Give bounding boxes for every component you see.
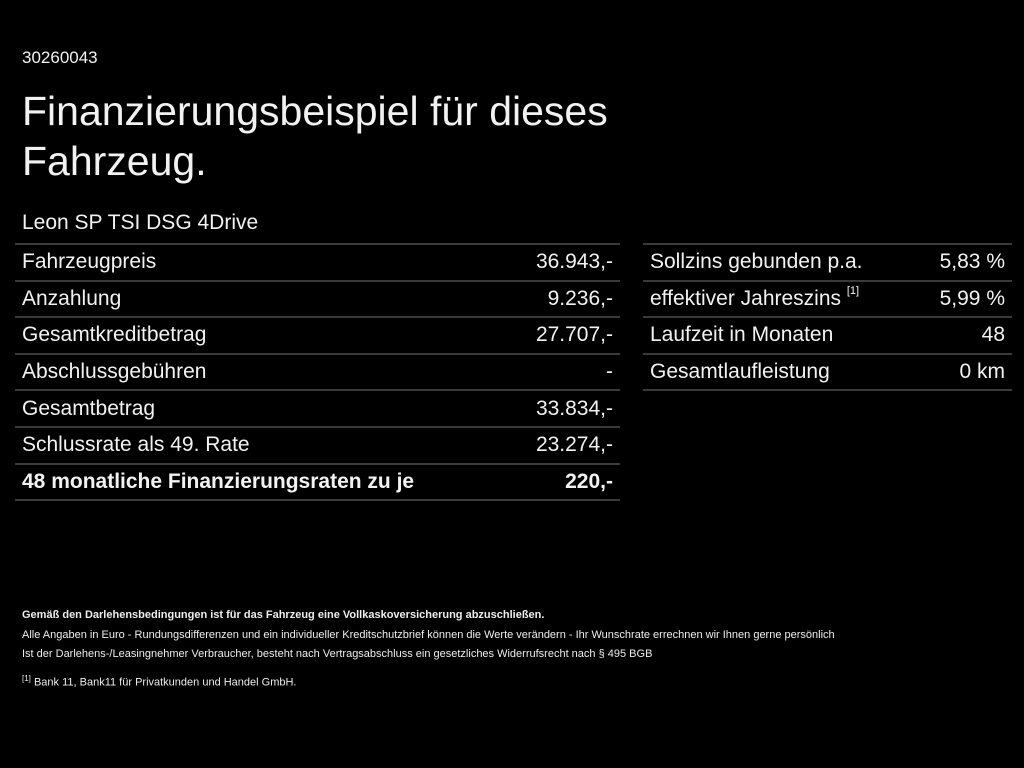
table-row: Anzahlung 9.236,- bbox=[15, 282, 620, 319]
row-value: 27.707,- bbox=[535, 323, 613, 347]
footnote-marker: [1] bbox=[22, 673, 31, 683]
row-value: 36.943,- bbox=[535, 250, 613, 274]
model-name: Leon SP TSI DSG 4Drive bbox=[22, 211, 259, 234]
interest-table: Sollzins gebunden p.a. 5,83 % effektiver … bbox=[643, 243, 1012, 392]
row-value: 5,83 % bbox=[939, 250, 1005, 274]
legal-notes: Gemäß den Darlehensbedingungen ist für d… bbox=[22, 606, 835, 693]
page-title: Finanzierungsbeispiel für dieses Fahrzeu… bbox=[22, 88, 608, 184]
row-label: effektiver Jahreszins bbox=[650, 286, 842, 310]
row-value: 23.274,- bbox=[535, 433, 613, 457]
row-value: 48 bbox=[981, 323, 1005, 347]
row-value: 5,99 % bbox=[939, 286, 1005, 310]
row-label: Gesamtlaufleistung bbox=[650, 360, 830, 384]
table-row: Laufzeit in Monaten 48 bbox=[643, 318, 1012, 355]
monthly-rate-row: 48 monatliche Finanzierungsraten zu je 22… bbox=[15, 465, 620, 502]
row-value: 0 km bbox=[959, 360, 1005, 384]
row-label: Laufzeit in Monaten bbox=[650, 323, 834, 347]
table-row: Sollzins gebunden p.a. 5,83 % bbox=[643, 245, 1012, 282]
row-label: Gesamtbetrag bbox=[22, 396, 156, 420]
row-value: 33.834,- bbox=[535, 396, 613, 420]
table-row: Gesamtkreditbetrag 27.707,- bbox=[15, 318, 620, 355]
withdrawal-note: Ist der Darlehens-/Leasingnehmer Verbrau… bbox=[22, 648, 653, 660]
insurance-note: Gemäß den Darlehensbedingungen ist für d… bbox=[22, 609, 545, 621]
table-row: Gesamtbetrag 33.834,- bbox=[15, 391, 620, 428]
financing-table: Fahrzeugpreis 36.943,- Anzahlung 9.236,- G… bbox=[15, 243, 620, 502]
row-label: Anzahlung bbox=[22, 286, 122, 310]
row-label: Fahrzeugpreis bbox=[22, 250, 157, 274]
table-row: Abschlussgebühren - bbox=[15, 355, 620, 392]
footnote-marker: [1] bbox=[846, 284, 860, 297]
table-row: Fahrzeugpreis 36.943,- bbox=[15, 245, 620, 282]
row-label: Sollzins gebunden p.a. bbox=[650, 250, 863, 274]
row-value: - bbox=[606, 360, 613, 384]
row-label: Gesamtkreditbetrag bbox=[22, 323, 207, 347]
vehicle-id: 30260043 bbox=[22, 48, 98, 67]
row-label: Abschlussgebühren bbox=[22, 360, 207, 384]
table-row: effektiver Jahreszins [1] 5,99 % bbox=[643, 282, 1012, 319]
row-label: 48 monatliche Finanzierungsraten zu je bbox=[22, 469, 415, 493]
table-row: Schlussrate als 49. Rate 23.274,- bbox=[15, 428, 620, 465]
footnote-text: Bank 11, Bank11 für Privatkunden und Han… bbox=[33, 676, 297, 689]
euro-note: Alle Angaben in Euro - Rundungsdifferenz… bbox=[22, 628, 835, 641]
row-value: 9.236,- bbox=[547, 286, 613, 310]
row-label: Schlussrate als 49. Rate bbox=[22, 433, 250, 457]
table-row: Gesamtlaufleistung 0 km bbox=[643, 355, 1012, 392]
row-value: 220,- bbox=[565, 469, 613, 493]
